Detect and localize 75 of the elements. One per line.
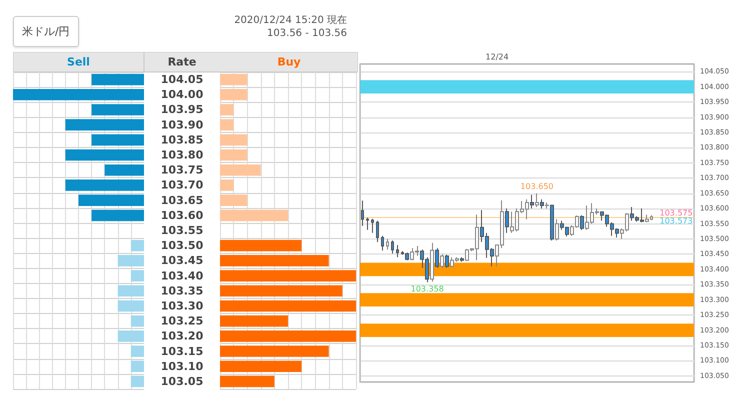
y-tick-label: 103.10 bbox=[160, 360, 204, 373]
bar bbox=[220, 376, 274, 388]
text: Buy bbox=[277, 56, 301, 68]
y-tick-label: 103.95 bbox=[160, 103, 204, 116]
y-tick-label: 103.55 bbox=[160, 224, 204, 237]
candlestick bbox=[405, 252, 409, 261]
y-tick-label: 103.80 bbox=[160, 148, 204, 162]
bar bbox=[220, 74, 248, 86]
candlestick bbox=[440, 254, 444, 268]
candlestick bbox=[366, 217, 369, 230]
bar bbox=[220, 360, 302, 372]
y-tick-label: 103.60 bbox=[160, 208, 204, 222]
candlestick bbox=[361, 200, 364, 226]
candlestick bbox=[540, 198, 544, 210]
candlestick bbox=[445, 254, 449, 268]
y-tick-label: 103.20 bbox=[160, 330, 204, 343]
y-tick-label: 103.35 bbox=[160, 284, 204, 298]
bar bbox=[220, 164, 261, 176]
bar bbox=[220, 180, 234, 191]
y-tick-label: 103.25 bbox=[160, 314, 204, 328]
candlestick bbox=[550, 204, 554, 241]
bar bbox=[220, 104, 234, 116]
candlestick bbox=[545, 202, 549, 210]
candlestick bbox=[460, 256, 464, 262]
y-tick-label: 103.45 bbox=[160, 254, 204, 268]
bar bbox=[220, 285, 342, 297]
y-tick-label: 104.00 bbox=[160, 88, 204, 102]
bar bbox=[220, 149, 248, 161]
candlestick bbox=[435, 248, 439, 268]
y-tick-label: 104.05 bbox=[160, 73, 204, 86]
candlestick bbox=[530, 194, 534, 210]
bar bbox=[220, 210, 288, 222]
candlestick bbox=[580, 214, 584, 230]
bar bbox=[220, 346, 329, 357]
candlestick bbox=[371, 218, 374, 234]
bar bbox=[220, 119, 234, 130]
x-tick-label: 12/24 bbox=[486, 52, 509, 62]
chart-title: 米ドル/円 bbox=[13, 16, 79, 47]
bar bbox=[220, 240, 302, 252]
y-tick-label: 103.15 bbox=[160, 344, 204, 358]
bar bbox=[220, 88, 248, 100]
annotation: 103.575 bbox=[660, 208, 693, 218]
chart-subtitle: 2020/12/24 15:20 現在 bbox=[233, 14, 347, 27]
y-tick-label: 103.90 bbox=[160, 118, 204, 132]
series-label: Sell bbox=[67, 56, 90, 68]
candlestick bbox=[505, 208, 509, 234]
text: 103.56 - 103.56 bbox=[266, 27, 347, 40]
bar bbox=[220, 194, 248, 206]
y-tick-label: 103.70 bbox=[160, 178, 204, 192]
y-axis-title: Rate bbox=[168, 56, 196, 68]
candlestick bbox=[376, 220, 379, 243]
candlestick bbox=[391, 240, 394, 254]
candlestick bbox=[381, 235, 384, 252]
annotation: 103.650 bbox=[520, 182, 554, 191]
bar bbox=[220, 315, 288, 327]
y-tick-label: 103.75 bbox=[160, 164, 204, 177]
candlestick bbox=[535, 192, 539, 208]
candlestick bbox=[645, 214, 649, 223]
candlestick bbox=[555, 218, 559, 241]
y-tick-label: 103.50 bbox=[160, 239, 204, 252]
annotation: 103.358 bbox=[410, 284, 444, 294]
bar bbox=[220, 270, 356, 282]
y-tick-label: 103.30 bbox=[160, 299, 204, 312]
bar bbox=[220, 300, 356, 312]
annotation: 103.573 bbox=[660, 216, 693, 226]
y-tick-label: 103.65 bbox=[160, 194, 204, 207]
bar bbox=[220, 255, 329, 266]
bar bbox=[220, 134, 248, 146]
y-tick-label: 103.05 bbox=[160, 374, 204, 388]
y-tick-label: 103.40 bbox=[160, 269, 204, 282]
candlestick bbox=[396, 244, 399, 258]
candlestick bbox=[430, 242, 434, 282]
bar bbox=[220, 330, 356, 342]
candlestick bbox=[386, 238, 389, 250]
y-tick-label: 103.85 bbox=[160, 133, 204, 146]
